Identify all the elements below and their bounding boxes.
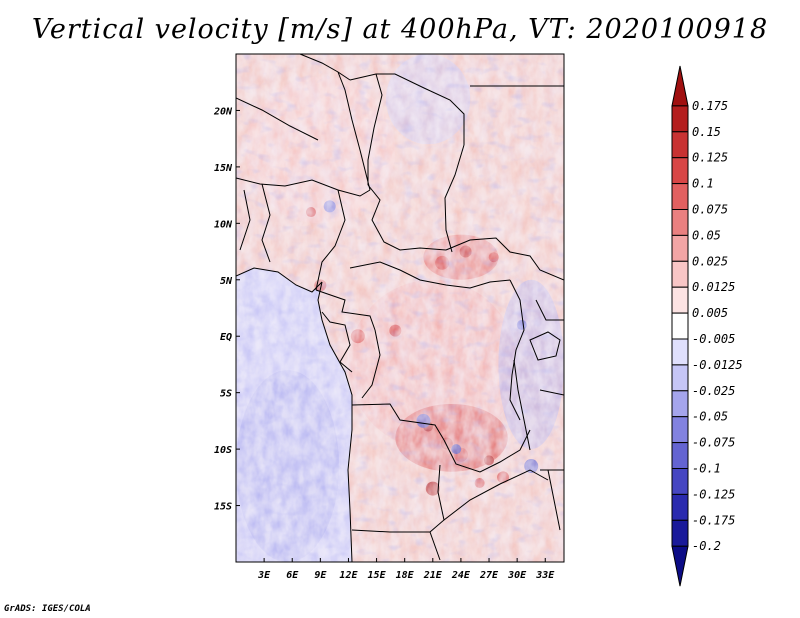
coastline-west-africa	[236, 267, 323, 293]
colorbar-label: -0.1	[692, 462, 721, 476]
colorbar-box	[671, 312, 689, 340]
border-congo-drc	[361, 329, 381, 399]
border-lakes-tanganyika	[513, 359, 531, 451]
colorbar-box	[671, 260, 689, 288]
y-tick-label: 15N	[214, 163, 233, 174]
border-nigeria-cameroon	[315, 189, 346, 291]
y-tick-label: 5S	[220, 389, 232, 400]
colorbar-label: 0.175	[692, 99, 728, 113]
x-tick-label: 24E	[451, 570, 471, 581]
x-tick-label: 12E	[339, 570, 358, 581]
y-tick-label: EQ	[220, 332, 232, 343]
colorbar-label: 0.15	[692, 125, 721, 139]
map-frame	[235, 53, 565, 563]
border-gabon-congo	[321, 311, 353, 373]
border-lake-victoria	[529, 331, 561, 361]
border-libya-west	[299, 54, 351, 81]
x-axis: 3E 6E 9E 12E 15E 18E 21E 24E 27E 30E 33E	[257, 558, 555, 581]
border-nigeria-north	[236, 177, 371, 197]
colorbar-box	[671, 286, 689, 314]
colorbar-box	[671, 157, 689, 185]
x-tick-label: 33E	[535, 570, 555, 581]
border-angola-drc	[443, 429, 531, 473]
texture-blue-streaks	[236, 54, 564, 562]
colorbar-label: -0.025	[692, 384, 735, 398]
colorbar-box	[671, 183, 689, 211]
y-tick-label: 10S	[214, 445, 232, 456]
border-algeria-niger	[236, 97, 319, 141]
colorbar-box	[671, 209, 689, 236]
border-angola-zambia	[429, 464, 445, 533]
x-tick-label: 6E	[286, 570, 299, 581]
border-niger-chad	[337, 71, 371, 191]
colorbar-label: 0.125	[692, 151, 728, 165]
lake-malawi	[547, 469, 561, 531]
colorbar-box	[671, 493, 689, 521]
border-chad-car	[367, 184, 447, 251]
country-borders	[236, 54, 564, 562]
colorbar-label: -0.005	[692, 332, 735, 346]
colorbar-label: -0.175	[692, 513, 735, 527]
border-west-coast-countries	[239, 183, 271, 263]
colorbar-label: -0.125	[692, 487, 735, 501]
colorbar-label: 0.05	[692, 228, 721, 242]
colorbar-label: 0.005	[692, 306, 728, 320]
border-namibia	[351, 529, 441, 561]
colorbar-box	[671, 442, 689, 470]
colorbar-box	[671, 519, 689, 547]
x-tick-label: 21E	[423, 570, 443, 581]
colorbar-box	[671, 390, 689, 418]
colorbar-label: 0.1	[692, 177, 714, 191]
x-tick-label: 9E	[314, 570, 327, 581]
colorbar-top-arrow	[671, 65, 689, 107]
colorbar-box	[671, 468, 689, 495]
y-tick-label: 10N	[214, 219, 233, 230]
x-tick-label: 30E	[507, 570, 527, 581]
x-tick-label: 27E	[479, 570, 499, 581]
colorbar-bottom-arrow	[671, 545, 689, 587]
colorbar-box	[671, 364, 689, 392]
colorbar-label: -0.05	[692, 410, 728, 424]
colorbar-label: -0.075	[692, 436, 735, 450]
x-tick-label: 15E	[368, 570, 387, 581]
border-sudan-east	[444, 144, 465, 253]
chart-title: Vertical velocity [m/s] at 400hPa, VT: 2…	[31, 14, 769, 45]
border-chad-sudan-north	[367, 73, 383, 185]
colorbar-label: 0.0125	[692, 280, 735, 294]
colorbar-box	[671, 234, 689, 262]
colorbar-label: 0.075	[692, 203, 728, 217]
x-tick-label: 18E	[396, 570, 415, 581]
y-tick-label: 20N	[213, 106, 233, 117]
x-tick-label: 3E	[257, 570, 271, 581]
colorbar-box	[671, 131, 689, 159]
border-south-sudan	[445, 237, 564, 281]
border-car-south	[349, 261, 511, 289]
grads-credit: GrADS: IGES/COLA	[4, 604, 91, 614]
border-east-africa	[535, 299, 564, 471]
border-angola-north	[351, 403, 445, 441]
coastline-central-africa	[317, 281, 353, 562]
y-tick-label: 15S	[214, 502, 232, 513]
field-texture	[236, 54, 564, 562]
colorbar-label: -0.0125	[692, 358, 743, 372]
colorbar-label: 0.025	[692, 254, 728, 268]
y-tick-label: 5N	[220, 276, 233, 287]
colorbar-label: -0.2	[692, 539, 721, 553]
colorbar: 0.175 0.15 0.125 0.1 0.075 0.05 0.025 0.0125 0.0…	[671, 65, 743, 587]
border-cameroon-congo	[315, 289, 376, 331]
colorbar-box	[671, 416, 689, 444]
border-zambia-south	[443, 469, 549, 521]
border-drc-east	[509, 279, 525, 421]
colorbar-box	[671, 105, 689, 133]
y-axis: 20N 15N 10N 5N EQ 5S 10S 15S	[213, 106, 240, 513]
colorbar-box	[671, 338, 689, 366]
